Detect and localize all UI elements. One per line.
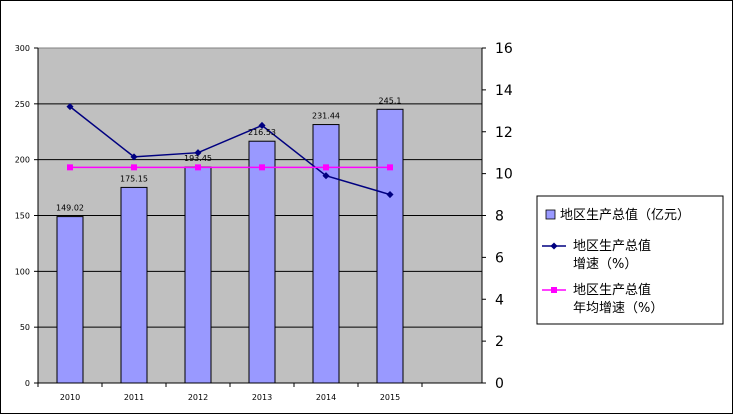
y-left-tick-label: 300 [15, 44, 30, 53]
bar-data-label: 193.45 [184, 154, 212, 163]
growth-point [322, 172, 330, 180]
avg-growth-point [67, 164, 73, 171]
legend-item-gdp: 地区生产总值（亿元） [560, 207, 690, 223]
bar-data-label: 149.02 [56, 204, 84, 213]
x-tick-label: 2013 [252, 393, 272, 402]
x-tick-label: 2014 [316, 393, 336, 402]
y-right-tick-label: 12 [495, 125, 513, 141]
y-left-tick-label: 150 [15, 212, 30, 221]
y-right-tick-label: 6 [495, 250, 504, 266]
avg-growth-point [259, 164, 265, 171]
y-left-tick-label: 50 [20, 323, 30, 332]
bar [184, 166, 212, 384]
legend-growth-marker [550, 242, 558, 250]
legend-box [536, 195, 724, 325]
data-labels: 149.02 175.15 193.45 216.53 231.44 245.1 [56, 96, 401, 212]
bar [248, 140, 276, 384]
bar-data-label: 245.1 [379, 96, 402, 105]
y-right-tick-label: 4 [495, 292, 504, 308]
legend: 地区生产总值（亿元） 地区生产总值 增速（%） 地区生产总值 年均增速（%） [536, 195, 724, 325]
bar [376, 108, 404, 384]
y-right-tick-label: 16 [495, 41, 513, 57]
x-tick-label: 2010 [60, 393, 80, 402]
y-right-tick-label: 0 [495, 376, 504, 392]
y-right-tick-label: 8 [495, 209, 504, 225]
bar [56, 216, 84, 384]
growth-point [386, 191, 394, 199]
growth-point [66, 103, 74, 111]
legend-item-growth-line1: 地区生产总值 [573, 238, 651, 254]
y-right-tick-label: 10 [495, 167, 513, 183]
bar [312, 124, 340, 384]
avg-growth-point [323, 164, 329, 171]
y-right-tick-label: 14 [495, 83, 513, 99]
bars [56, 108, 404, 384]
growth-line [69, 106, 391, 196]
y-left-tick-label: 0 [25, 379, 30, 388]
x-tick-label: 2011 [124, 393, 144, 402]
y-right-tick-label: 2 [495, 334, 504, 350]
y-left-tick-label: 100 [15, 267, 30, 276]
y-left-tick-label: 200 [15, 156, 30, 165]
avg-growth-point [387, 164, 393, 171]
bar-data-label: 231.44 [312, 112, 340, 121]
legend-avg-marker [551, 287, 557, 293]
growth-point [130, 153, 138, 161]
bar-data-label: 216.53 [248, 128, 276, 137]
axes: 0 50 100 150 200 250 300 0 2 4 6 8 10 12 14 16 2010 2011 2… [15, 41, 513, 402]
legend-item-avg-line2: 年均增速（%） [573, 301, 663, 316]
avg-growth-point [195, 164, 201, 171]
growth-point [194, 149, 202, 157]
legend-bar-swatch [545, 209, 556, 220]
bar-data-label: 175.15 [120, 174, 148, 183]
y-left-tick-label: 250 [15, 100, 30, 109]
x-tick-label: 2015 [380, 393, 400, 402]
legend-item-avg-line1: 地区生产总值 [573, 282, 651, 298]
lines [66, 103, 394, 199]
x-tick-label: 2012 [188, 393, 208, 402]
growth-point [258, 121, 266, 130]
avg-growth-point [131, 164, 137, 171]
bar [120, 186, 148, 384]
legend-item-growth-line2: 增速（%） [573, 257, 637, 272]
